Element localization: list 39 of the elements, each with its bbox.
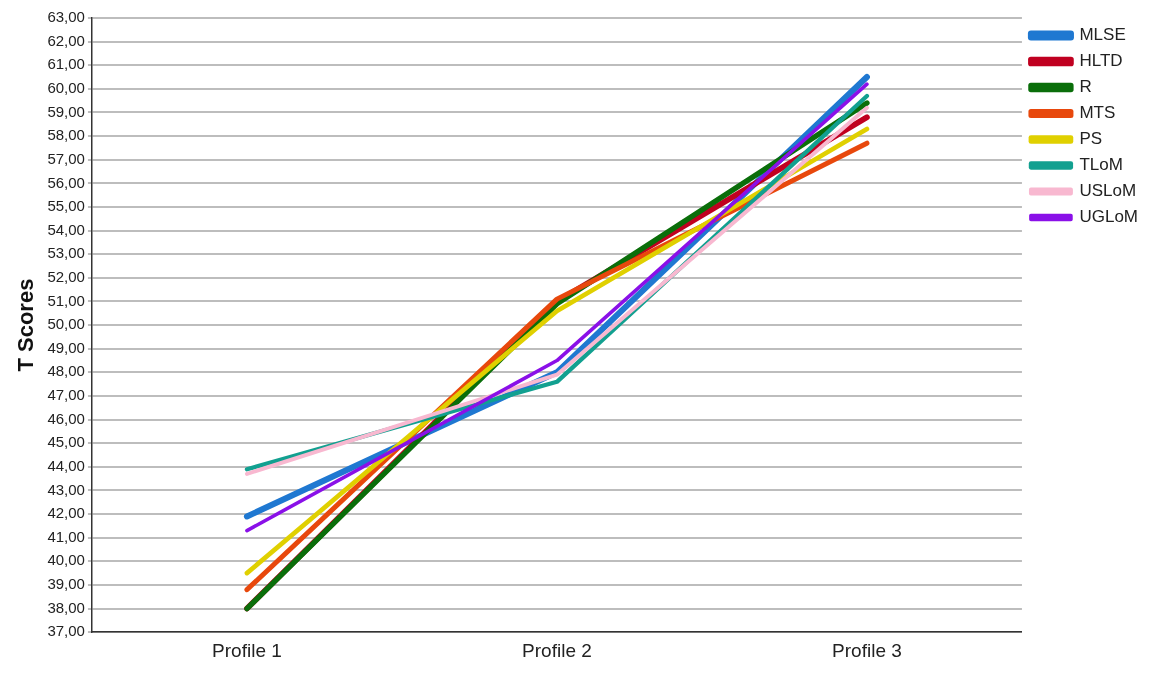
y-tick-label: 52,00 xyxy=(47,267,85,285)
y-tick-label: 41,00 xyxy=(47,527,85,545)
legend-label: USLoM xyxy=(1079,181,1137,201)
y-tick-label: 49,00 xyxy=(47,338,85,356)
y-tick-label: 48,00 xyxy=(47,362,85,380)
y-tick-label: 37,00 xyxy=(47,622,85,640)
legend-label: R xyxy=(1079,77,1092,97)
legend-label: MLSE xyxy=(1079,25,1126,45)
y-tick-label: 45,00 xyxy=(47,433,85,451)
y-tick-label: 46,00 xyxy=(47,409,85,427)
y-tick-label: 60,00 xyxy=(47,79,85,97)
y-tick-label: 59,00 xyxy=(47,102,85,120)
y-tick-label: 62,00 xyxy=(47,31,85,49)
y-tick-label: 55,00 xyxy=(47,197,85,215)
y-tick-label: 40,00 xyxy=(47,551,85,569)
y-tick-label: 47,00 xyxy=(47,386,85,404)
y-tick-label: 63,00 xyxy=(47,8,85,26)
y-tick-label: 58,00 xyxy=(47,126,85,144)
y-tick-label: 54,00 xyxy=(47,220,85,238)
x-tick-label: Profile 1 xyxy=(212,639,282,661)
y-tick-label: 51,00 xyxy=(47,291,85,309)
legend-label: PS xyxy=(1079,129,1103,149)
y-tick-label: 50,00 xyxy=(47,315,85,333)
x-tick-label: Profile 2 xyxy=(522,639,592,661)
legend-label: HLTD xyxy=(1079,51,1123,71)
y-tick-label: 39,00 xyxy=(47,575,85,593)
y-tick-label: 57,00 xyxy=(47,149,85,167)
x-tick-label: Profile 3 xyxy=(832,639,902,661)
legend-label: MTS xyxy=(1079,103,1116,123)
y-tick-label: 43,00 xyxy=(47,480,85,498)
legend-label: TLoM xyxy=(1079,155,1123,175)
y-axis-title: T Scores xyxy=(13,278,39,372)
legend-label: UGLoM xyxy=(1079,207,1139,227)
y-tick-label: 42,00 xyxy=(47,504,85,522)
y-tick-label: 38,00 xyxy=(47,598,85,616)
y-tick-label: 61,00 xyxy=(47,55,85,73)
y-tick-label: 44,00 xyxy=(47,456,85,474)
y-tick-label: 53,00 xyxy=(47,244,85,262)
y-tick-label: 56,00 xyxy=(47,173,85,191)
